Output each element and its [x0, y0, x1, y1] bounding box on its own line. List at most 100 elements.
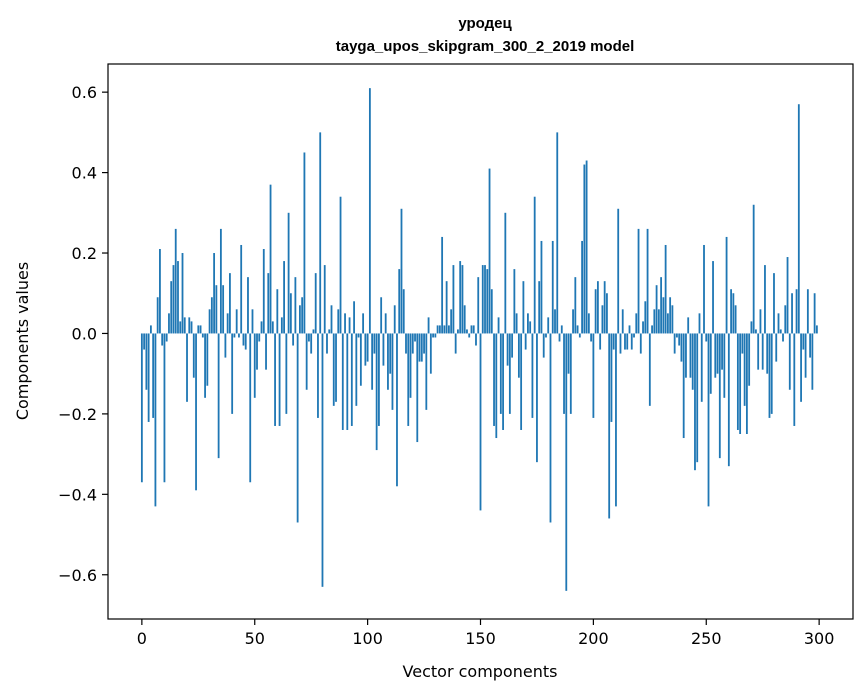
bar-255: [716, 333, 719, 374]
bar-77: [314, 273, 317, 334]
bars-group: [140, 88, 818, 591]
bar-216: [628, 325, 631, 334]
bar-296: [809, 333, 812, 358]
bar-98: [362, 313, 365, 334]
bar-234: [669, 297, 672, 334]
bar-275: [761, 333, 764, 370]
bar-199: [590, 333, 593, 342]
bar-161: [504, 212, 507, 334]
bar-83: [328, 329, 331, 334]
bar-125: [423, 333, 425, 354]
plot-frame: [107, 63, 854, 620]
bar-257: [721, 333, 723, 370]
bar-162: [506, 333, 509, 366]
bar-105: [378, 333, 380, 426]
bar-100: [366, 333, 369, 362]
bar-12: [168, 313, 170, 334]
bar-51: [256, 333, 258, 370]
bar-206: [606, 293, 608, 334]
bar-59: [274, 333, 276, 426]
bar-101: [368, 88, 371, 334]
bar-248: [700, 333, 703, 402]
bar-27: [201, 333, 204, 338]
bar-230: [660, 277, 663, 334]
bar-191: [572, 309, 574, 334]
bar-7: [156, 297, 159, 334]
bar-74: [308, 333, 310, 342]
bar-25: [197, 325, 200, 334]
bar-195: [581, 240, 583, 334]
bar-72: [303, 152, 306, 334]
bar-203: [599, 333, 602, 350]
bar-220: [637, 228, 640, 334]
bar-237: [676, 333, 678, 338]
bar-6: [154, 333, 157, 507]
y-tick-label: 0.2: [72, 244, 97, 263]
bar-262: [732, 293, 735, 334]
bar-164: [511, 333, 514, 358]
x-tick-label: 300: [804, 629, 835, 648]
bar-111: [391, 333, 394, 410]
bar-26: [199, 325, 202, 334]
bar-107: [382, 333, 385, 366]
bar-189: [567, 333, 570, 374]
bar-121: [414, 333, 416, 342]
bar-73: [305, 333, 308, 390]
x-axis-ticks: 0 50 100 150 200 250 300: [137, 619, 835, 648]
bar-37: [224, 333, 227, 358]
bar-57: [269, 184, 272, 334]
bar-218: [633, 333, 635, 338]
bar-173: [531, 333, 534, 418]
bar-202: [596, 281, 599, 334]
bar-229: [657, 309, 660, 334]
bar-233: [666, 313, 669, 334]
bar-80: [321, 333, 324, 587]
bar-103: [373, 333, 376, 354]
bar-147: [472, 325, 475, 334]
bar-165: [513, 269, 516, 334]
bar-44: [240, 244, 243, 334]
bar-91: [346, 333, 349, 430]
bar-299: [815, 325, 818, 334]
bar-185: [558, 333, 561, 342]
bar-136: [447, 325, 450, 334]
bar-31: [210, 297, 213, 334]
bar-143: [463, 305, 466, 334]
bar-5: [152, 333, 155, 418]
bar-150: [479, 333, 482, 511]
bar-271: [752, 204, 755, 334]
y-tick-label: 0.0: [72, 324, 97, 343]
bar-251: [707, 333, 710, 507]
bar-47: [247, 277, 249, 334]
bar-113: [396, 333, 398, 487]
bar-117: [405, 333, 407, 354]
bar-261: [730, 289, 732, 334]
bar-140: [457, 329, 459, 334]
bar-79: [319, 132, 322, 334]
bar-22: [190, 321, 193, 334]
bar-24: [195, 333, 197, 491]
x-tick-label: 100: [352, 629, 383, 648]
bar-169: [522, 281, 525, 334]
bar-155: [490, 289, 493, 334]
bar-286: [786, 257, 789, 334]
bar-200: [592, 333, 595, 418]
bar-99: [364, 333, 367, 366]
bar-56: [267, 273, 270, 334]
bar-54: [262, 249, 265, 334]
bar-14: [172, 265, 175, 334]
bar-272: [755, 329, 757, 334]
bar-66: [289, 293, 292, 334]
bar-210: [615, 333, 617, 507]
bar-292: [800, 333, 802, 402]
bar-259: [725, 236, 728, 334]
x-tick-label: 150: [465, 629, 496, 648]
bar-240: [682, 333, 685, 439]
bar-156: [493, 333, 495, 426]
bar-177: [540, 240, 543, 334]
bar-283: [779, 329, 782, 334]
bar-43: [238, 333, 240, 338]
bar-122: [416, 333, 419, 443]
bar-144: [466, 329, 468, 334]
bar-215: [626, 333, 629, 350]
